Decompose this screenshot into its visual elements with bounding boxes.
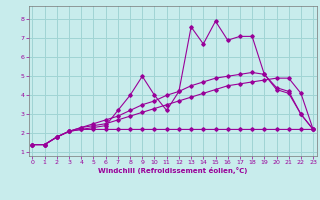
X-axis label: Windchill (Refroidissement éolien,°C): Windchill (Refroidissement éolien,°C) xyxy=(98,167,247,174)
